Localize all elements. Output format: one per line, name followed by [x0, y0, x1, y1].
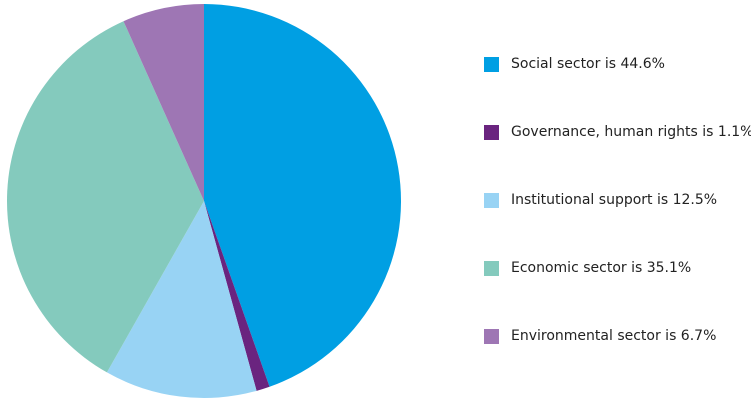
legend-swatch-institutional-support [484, 192, 499, 208]
legend-swatch-social-sector [484, 56, 499, 72]
pie-slice-governance-human-rights [204, 201, 270, 391]
legend-swatch-environmental-sector [484, 328, 499, 344]
legend-label-institutional-support: Institutional support is 12.5% [511, 192, 718, 208]
legend-item-institutional-support: Institutional support is 12.5% [484, 178, 751, 222]
legend-swatch-governance-human-rights [484, 124, 499, 140]
legend-label-economic-sector: Economic sector is 35.1% [511, 260, 692, 276]
legend-item-social-sector: Social sector is 44.6% [484, 42, 751, 86]
legend-label-environmental-sector: Environmental sector is 6.7% [511, 328, 717, 344]
pie-chart [6, 4, 401, 398]
pie-slice-social-sector [204, 4, 401, 387]
legend: Social sector is 44.6% Governance, human… [484, 42, 751, 382]
legend-swatch-economic-sector [484, 260, 499, 276]
legend-label-social-sector: Social sector is 44.6% [511, 56, 665, 72]
legend-label-governance-human-rights: Governance, human rights is 1.1% [511, 124, 751, 140]
legend-item-economic-sector: Economic sector is 35.1% [484, 246, 751, 290]
pie-slice-economic-sector [6, 21, 204, 373]
pie-slice-environmental-sector [123, 4, 204, 201]
legend-item-governance-human-rights: Governance, human rights is 1.1% [484, 110, 751, 154]
pie-slice-institutional-support [106, 201, 257, 398]
legend-item-environmental-sector: Environmental sector is 6.7% [484, 314, 751, 358]
